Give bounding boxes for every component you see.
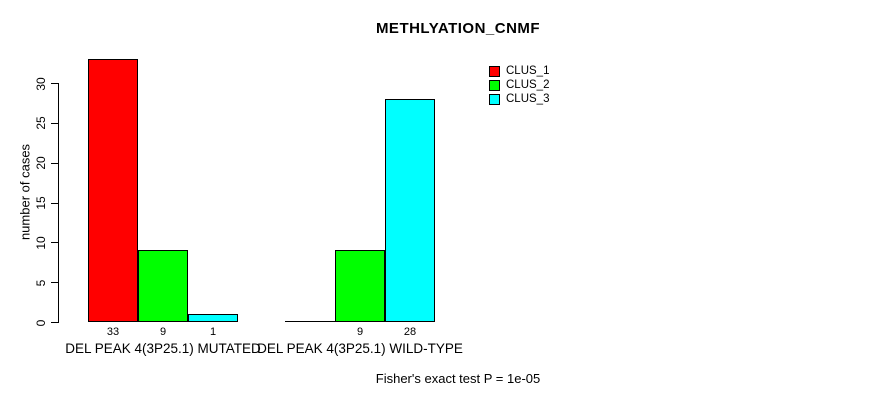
- legend-label: CLUS_3: [506, 93, 550, 105]
- bar-clus_1-group1: [88, 59, 138, 322]
- x-category-label: DEL PEAK 4(3P25.1) WILD-TYPE: [257, 341, 463, 356]
- bar-value-label: 9: [159, 326, 167, 338]
- bar-clus_3-group2: [385, 98, 435, 322]
- y-tick-mark: [51, 122, 58, 124]
- legend-swatch-icon: [489, 79, 500, 91]
- y-tick-label: 10: [34, 236, 48, 250]
- legend-row-clus_3: CLUS_3: [489, 92, 549, 106]
- legend-row-clus_1: CLUS_1: [489, 64, 549, 78]
- legend-swatch-icon: [489, 65, 500, 77]
- bar-value-label: 9: [356, 326, 364, 338]
- legend-label: CLUS_1: [506, 65, 550, 77]
- y-tick-mark: [51, 242, 58, 244]
- y-tick-mark: [51, 202, 58, 204]
- y-tick-mark: [51, 83, 58, 84]
- y-tick-label: 25: [34, 116, 48, 131]
- legend-swatch-icon: [489, 93, 500, 105]
- y-tick-label: 5: [34, 279, 48, 286]
- bar-clus_1-group2-zero: [285, 321, 335, 322]
- bar-clus_2-group2: [335, 250, 385, 322]
- legend-row-clus_2: CLUS_2: [489, 78, 549, 92]
- bar-clus_2-group1: [138, 250, 188, 322]
- y-tick-label: 15: [34, 196, 48, 210]
- bar-value-label: 1: [209, 326, 217, 338]
- legend: CLUS_1 CLUS_2 CLUS_3: [489, 64, 549, 106]
- y-tick-label: 0: [34, 319, 48, 326]
- y-axis-line: [58, 83, 59, 323]
- fisher-test-annotation: Fisher's exact test P = 1e-05: [375, 371, 541, 386]
- y-tick-mark: [51, 322, 58, 323]
- legend-label: CLUS_2: [506, 79, 550, 91]
- y-tick-mark: [51, 282, 58, 284]
- x-category-label: DEL PEAK 4(3P25.1) MUTATED: [65, 341, 261, 356]
- bar-clus_3-group1: [188, 314, 238, 322]
- y-tick-mark: [51, 162, 58, 164]
- bar-value-label: 28: [403, 326, 417, 338]
- bar-value-label: 33: [106, 326, 120, 338]
- y-tick-label: 20: [34, 156, 48, 170]
- chart-title: METHLYATION_CNMF: [375, 20, 541, 37]
- y-tick-label: 30: [34, 76, 48, 91]
- y-axis-label: number of cases: [17, 143, 33, 241]
